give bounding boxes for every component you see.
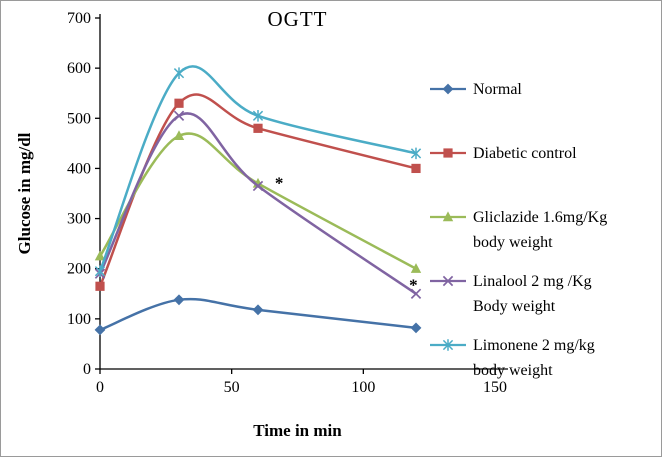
series-triangle — [94, 130, 422, 273]
y-tick-label: 400 — [67, 160, 91, 177]
y-tick-label: 600 — [67, 60, 91, 77]
x-marker — [252, 180, 264, 192]
x-marker — [410, 288, 422, 299]
asterisk-marker — [252, 109, 264, 122]
diamond-marker — [173, 294, 185, 306]
legend-item: Diabetic control — [429, 141, 657, 205]
triangle-marker — [94, 250, 106, 261]
significance-asterisk: * — [275, 173, 284, 192]
triangle-marker-icon — [430, 211, 466, 222]
significance-asterisk: * — [409, 275, 418, 294]
triangle-marker — [442, 211, 454, 222]
y-tick-label: 0 — [83, 361, 91, 378]
legend-label: Normal — [473, 81, 522, 98]
x-marker-icon — [430, 275, 466, 287]
legend-label: Gliclazide 1.6mg/Kg body weight — [473, 209, 608, 251]
legend-label: Linalool 2 mg /Kg Body weight — [473, 273, 592, 315]
y-tick-label: 500 — [67, 110, 91, 127]
triangle-marker — [410, 263, 422, 273]
square-marker — [174, 98, 184, 108]
asterisk-marker-icon — [430, 339, 466, 351]
y-tick-label: 300 — [67, 211, 91, 228]
x-marker — [442, 275, 454, 287]
diamond-marker — [94, 324, 106, 336]
series-square — [95, 93, 421, 291]
legend-item: Limonene 2 mg/kg body weight — [429, 333, 657, 397]
square-marker — [443, 148, 453, 158]
series-line — [98, 65, 418, 273]
asterisk-marker — [410, 147, 422, 160]
legend: Normal Diabetic control Gliclazide 1.6mg/K… — [429, 77, 657, 397]
x-axis-title: Time in min — [253, 421, 342, 440]
series-line — [98, 93, 418, 288]
series-asterisk — [94, 65, 422, 278]
square-marker-icon — [430, 148, 466, 158]
chart-title: OGTT — [267, 7, 328, 31]
y-tick-label: 100 — [67, 311, 91, 328]
diamond-marker — [410, 322, 422, 334]
legend-item: Gliclazide 1.6mg/Kg body weight — [429, 205, 657, 269]
legend-label: Diabetic control — [473, 145, 577, 162]
diamond-marker — [252, 304, 264, 316]
y-tick-label: 700 — [67, 10, 91, 27]
diamond-marker — [442, 83, 454, 95]
series-line — [98, 132, 418, 270]
series-line — [98, 112, 418, 296]
square-marker — [411, 163, 421, 174]
x-tick-label: 50 — [224, 379, 240, 396]
asterisk-marker — [173, 67, 185, 79]
x-tick-label: 150 — [483, 379, 507, 396]
legend-item: Linalool 2 mg /Kg Body weight — [429, 269, 657, 333]
asterisk-marker — [94, 265, 106, 278]
legend-item: Normal — [429, 77, 657, 141]
series-diamond — [94, 294, 422, 336]
asterisk-marker — [442, 339, 454, 351]
series-x — [94, 110, 422, 299]
series-line — [98, 297, 418, 332]
square-marker — [253, 123, 263, 133]
x-tick-label: 0 — [96, 379, 104, 396]
x-marker — [173, 110, 185, 121]
y-tick-label: 200 — [67, 261, 91, 278]
x-tick-label: 100 — [351, 379, 375, 396]
square-marker — [95, 281, 105, 291]
triangle-marker — [173, 130, 185, 141]
diamond-marker-icon — [430, 83, 466, 95]
legend-label: Limonene 2 mg/kg body weight — [473, 337, 595, 379]
